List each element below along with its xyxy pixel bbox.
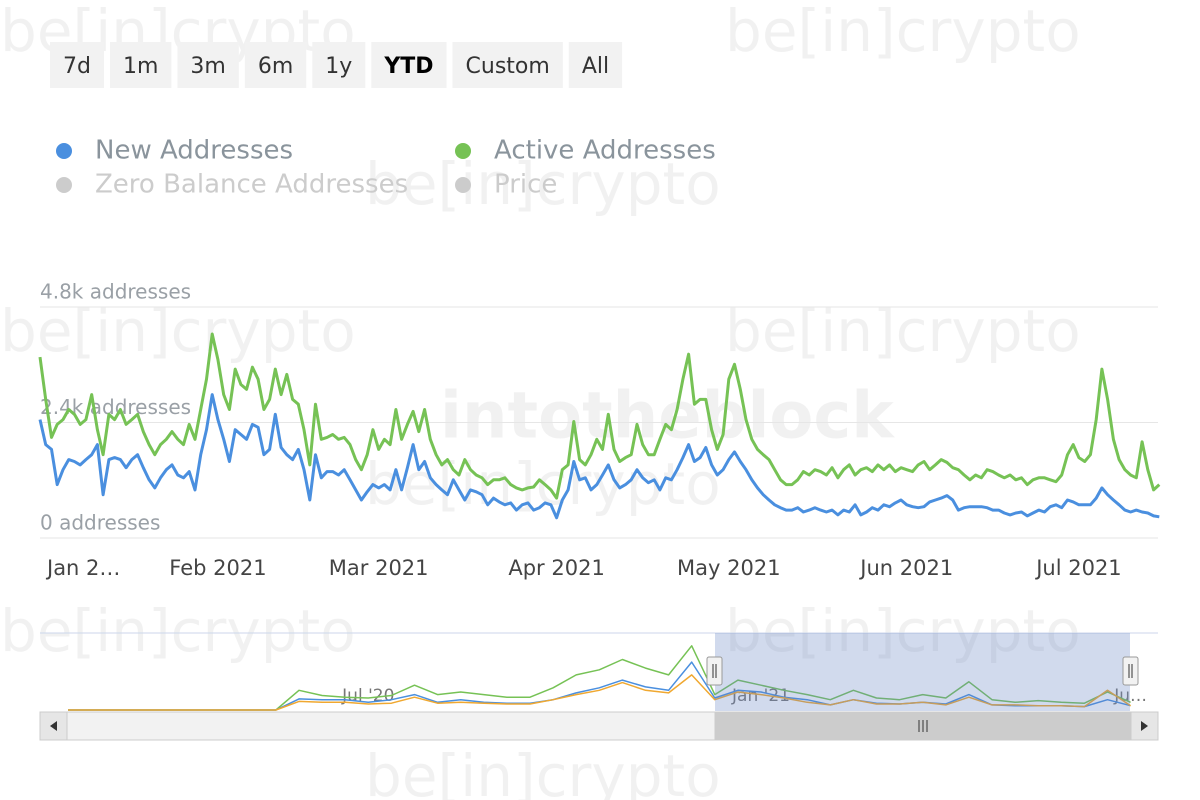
legend-label[interactable]: Active Addresses (494, 136, 716, 166)
watermark: be[in]crypto (365, 742, 721, 800)
series-line (38, 332, 1161, 500)
arrow-left (50, 721, 57, 731)
watermark: be[in]crypto (365, 150, 721, 218)
x-tick-label: May 2021 (677, 556, 781, 580)
legend-marker[interactable] (56, 177, 72, 193)
range-selector: 7d 1m 3m 6m 1y YTD Custom All (50, 42, 623, 88)
watermark: be[in]crypto (0, 597, 356, 665)
range-button[interactable] (50, 42, 104, 88)
watermark: be[in]crypto (725, 597, 1081, 665)
range-button[interactable] (452, 42, 563, 88)
range-button-label[interactable]: 1m (123, 54, 158, 79)
range-button-label[interactable]: 1y (325, 54, 352, 79)
range-button[interactable] (312, 42, 366, 88)
range-button[interactable] (244, 42, 307, 88)
range-button[interactable] (109, 42, 172, 88)
navigator-label: Ju… (1113, 686, 1147, 706)
range-button-label[interactable]: 6m (258, 54, 293, 79)
watermark: intotheblock (440, 380, 895, 454)
legend-marker[interactable] (455, 177, 471, 193)
x-tick-label: Jul 2021 (1034, 556, 1121, 580)
selection-mask (715, 633, 1130, 711)
range-button-label[interactable]: All (582, 54, 609, 79)
range-button-label[interactable]: 7d (63, 54, 91, 79)
range-button[interactable] (568, 42, 623, 88)
range-button[interactable] (371, 42, 447, 88)
navigator-line (68, 674, 1132, 711)
watermark: be[in]crypto (725, 0, 1081, 65)
navigator: Jul '20Jan '21Ju… (40, 632, 1158, 711)
watermark: be[in]crypto (0, 297, 356, 365)
x-tick-label: Jun 2021 (858, 556, 953, 580)
legend-marker[interactable] (56, 143, 72, 159)
range-button-label[interactable]: 3m (190, 54, 225, 79)
x-tick-label: Mar 2021 (329, 556, 429, 580)
series-line (38, 393, 1160, 520)
handle-right[interactable] (1122, 656, 1139, 686)
legend-label[interactable]: New Addresses (95, 136, 293, 166)
arrow-right (1141, 721, 1148, 731)
scrollbar (39, 711, 1159, 741)
range-button-label[interactable]: Custom (466, 54, 550, 79)
legend: New Addresses Active Addresses Zero Balanc… (56, 136, 716, 200)
x-tick-label: Feb 2021 (169, 556, 266, 580)
x-tick-label: Apr 2021 (508, 556, 604, 580)
range-button-label[interactable]: YTD (383, 54, 433, 79)
navigator-selection (706, 633, 1139, 711)
legend-label[interactable]: Zero Balance Addresses (95, 170, 408, 200)
legend-marker[interactable] (455, 143, 471, 159)
y-tick-label: 0 addresses (40, 511, 160, 535)
range-button[interactable] (177, 42, 239, 88)
legend-label[interactable]: Price (494, 170, 557, 200)
x-tick-label: Jan 2… (45, 556, 120, 580)
handle-left[interactable] (706, 656, 723, 686)
watermark: be[in]crypto (725, 297, 1081, 365)
y-tick-label: 4.8k addresses (40, 280, 191, 304)
